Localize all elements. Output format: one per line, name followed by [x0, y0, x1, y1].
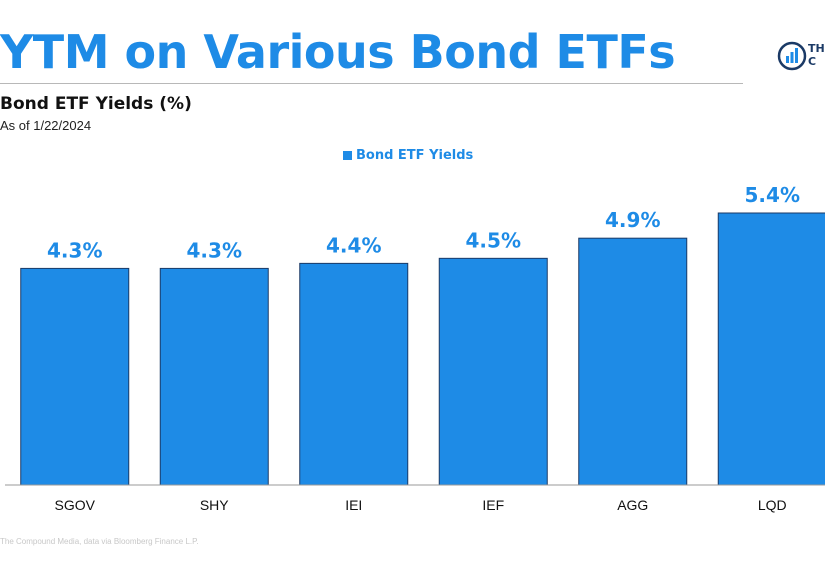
legend-swatch	[343, 151, 352, 160]
tick-label-sgov: SGOV	[55, 497, 96, 513]
value-label-iei: 4.4%	[326, 233, 381, 257]
compound-logo-icon	[777, 41, 807, 71]
chart-title: Bond ETF Yields (%)	[0, 94, 192, 114]
legend-label: Bond ETF Yields	[356, 148, 474, 163]
tick-label-lqd: LQD	[758, 497, 787, 513]
headline-divider	[0, 83, 743, 84]
bar-ief	[438, 257, 548, 486]
value-label-sgov: 4.3%	[47, 238, 102, 262]
tick-label-shy: SHY	[200, 497, 229, 513]
page-headline: YTM on Various Bond ETFs	[0, 25, 676, 79]
value-label-ief: 4.5%	[466, 228, 521, 252]
chart-subtitle: As of 1/22/2024	[0, 118, 92, 133]
bar-lqd	[717, 212, 825, 486]
logo-text: TH C	[808, 42, 825, 68]
tick-label-iei: IEI	[345, 497, 362, 513]
value-label-lqd: 5.4%	[745, 183, 800, 207]
source-note: The Compound Media, data via Bloomberg F…	[0, 537, 199, 546]
bar-iei	[299, 262, 409, 486]
bar-shy	[159, 267, 269, 486]
value-label-shy: 4.3%	[187, 238, 242, 262]
tick-label-ief: IEF	[482, 497, 504, 513]
value-label-agg: 4.9%	[605, 208, 660, 232]
bar-agg	[578, 237, 688, 486]
bar-sgov	[20, 267, 130, 486]
chart-legend: Bond ETF Yields	[343, 148, 473, 163]
bars-layer: 4.3% SGOV 4.3% SHY 4.4% IEI 4.5% IEF 4.9% AGG 5.4%…	[20, 183, 825, 513]
tick-label-agg: AGG	[617, 497, 648, 513]
